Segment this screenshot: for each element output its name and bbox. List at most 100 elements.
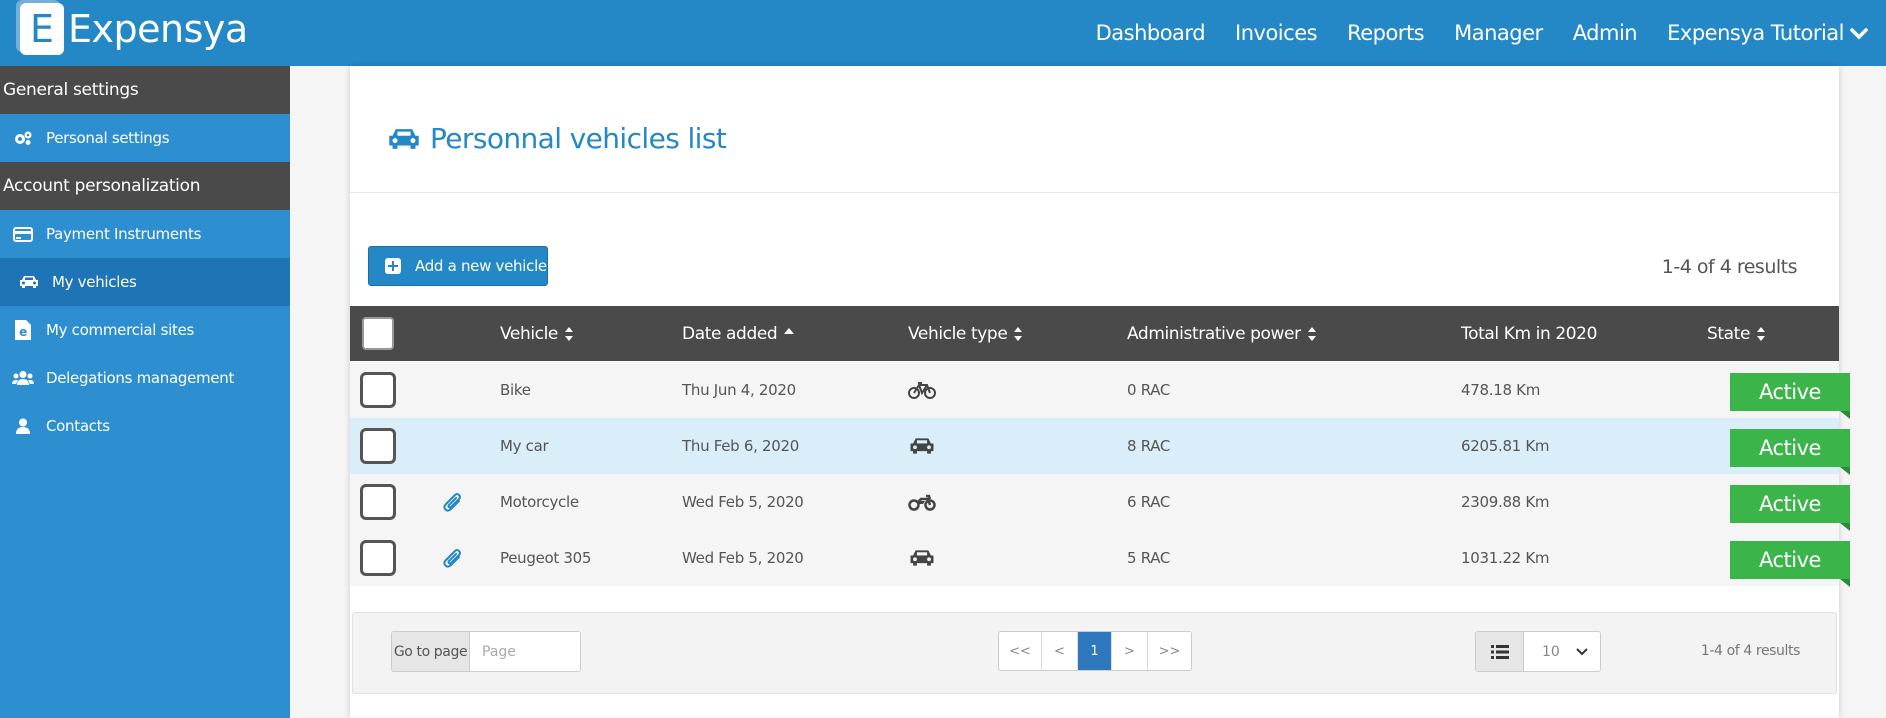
motorcycle-icon bbox=[908, 474, 936, 530]
pagination-bar: Go to page << < 1 > >> 10 1-4 of 4 resul… bbox=[352, 612, 1837, 694]
nav-reports[interactable]: Reports bbox=[1347, 21, 1425, 45]
list-icon bbox=[1476, 632, 1524, 671]
sort-icon bbox=[1013, 326, 1023, 342]
select-all-checkbox[interactable] bbox=[362, 317, 394, 350]
column-header-date-added[interactable]: Date added bbox=[682, 306, 795, 361]
pager: << < 1 > >> bbox=[998, 631, 1192, 671]
page-size-selector: 10 bbox=[1475, 631, 1601, 672]
table-row[interactable]: Bike Thu Jun 4, 2020 0 RAC 478.18 Km Act… bbox=[350, 362, 1850, 419]
sidebar-section-account: Account personalization bbox=[0, 162, 290, 210]
date-added: Thu Jun 4, 2020 bbox=[682, 381, 796, 399]
vehicle-name: My car bbox=[500, 437, 549, 455]
vehicle-name: Peugeot 305 bbox=[500, 549, 592, 567]
sort-icon bbox=[1307, 326, 1317, 342]
column-header-administrative-power[interactable]: Administrative power bbox=[1127, 306, 1317, 361]
status-badge: Active bbox=[1730, 373, 1850, 419]
prev-page-button[interactable]: < bbox=[1042, 632, 1078, 670]
row-checkbox[interactable] bbox=[360, 372, 396, 408]
row-checkbox[interactable] bbox=[360, 484, 396, 520]
add-vehicle-button[interactable]: Add a new vehicle bbox=[368, 246, 548, 286]
sidebar-item-label: Personal settings bbox=[46, 129, 170, 147]
sidebar-item-payment-instruments[interactable]: Payment Instruments bbox=[0, 210, 290, 258]
users-icon bbox=[12, 370, 34, 386]
sort-icon bbox=[564, 326, 574, 342]
total-km: 1031.22 Km bbox=[1461, 549, 1550, 567]
user-menu[interactable]: Expensya Tutorial bbox=[1667, 21, 1868, 45]
chevron-down-icon bbox=[1850, 21, 1868, 45]
chevron-down-icon bbox=[1576, 644, 1588, 660]
status-badge: Active bbox=[1730, 541, 1850, 587]
paperclip-icon[interactable] bbox=[442, 474, 464, 530]
vehicle-name: Motorcycle bbox=[500, 493, 579, 511]
svg-text:e: e bbox=[19, 325, 27, 339]
credit-card-icon bbox=[12, 226, 34, 242]
administrative-power: 0 RAC bbox=[1127, 381, 1171, 399]
plus-square-icon bbox=[385, 258, 401, 274]
column-header-total-km[interactable]: Total Km in 2020 bbox=[1461, 306, 1597, 361]
date-added: Wed Feb 5, 2020 bbox=[682, 493, 804, 511]
go-to-page: Go to page bbox=[391, 631, 581, 672]
column-label: State bbox=[1707, 323, 1750, 344]
brand-logo[interactable]: E Expensya bbox=[20, 3, 248, 55]
brand-name: Expensya bbox=[68, 7, 248, 51]
nav-dashboard[interactable]: Dashboard bbox=[1095, 21, 1206, 45]
results-summary: 1-4 of 4 results bbox=[1661, 256, 1798, 278]
top-navbar: E Expensya Dashboard Invoices Reports Ma… bbox=[0, 0, 1886, 66]
column-header-vehicle-type[interactable]: Vehicle type bbox=[908, 306, 1023, 361]
last-page-button[interactable]: >> bbox=[1158, 643, 1181, 659]
sidebar-item-label: My commercial sites bbox=[46, 321, 195, 339]
column-header-vehicle[interactable]: Vehicle bbox=[500, 306, 574, 361]
sidebar-item-label: Delegations management bbox=[46, 369, 235, 387]
total-km: 2309.88 Km bbox=[1461, 493, 1550, 511]
bicycle-icon bbox=[908, 362, 936, 418]
paperclip-icon[interactable] bbox=[442, 530, 464, 586]
divider bbox=[350, 192, 1839, 193]
total-km: 478.18 Km bbox=[1461, 381, 1541, 399]
nav-manager[interactable]: Manager bbox=[1454, 21, 1543, 45]
user-menu-label: Expensya Tutorial bbox=[1667, 21, 1844, 45]
column-label: Vehicle type bbox=[908, 323, 1008, 344]
user-icon bbox=[12, 418, 34, 434]
car-icon bbox=[908, 418, 936, 474]
car-icon bbox=[908, 530, 936, 586]
row-checkbox[interactable] bbox=[360, 540, 396, 576]
sort-ascending-icon bbox=[783, 326, 795, 342]
sort-icon bbox=[1756, 326, 1766, 342]
table-row[interactable]: Motorcycle Wed Feb 5, 2020 6 RAC 2309.88… bbox=[350, 474, 1850, 531]
nav-admin[interactable]: Admin bbox=[1572, 21, 1638, 45]
sidebar-item-delegations[interactable]: Delegations management bbox=[0, 354, 290, 402]
page-1-button[interactable]: 1 bbox=[1078, 632, 1112, 670]
date-added: Thu Feb 6, 2020 bbox=[682, 437, 800, 455]
status-badge: Active bbox=[1730, 485, 1850, 531]
sidebar-item-contacts[interactable]: Contacts bbox=[0, 402, 290, 450]
commercial-site-icon: e bbox=[12, 319, 34, 341]
date-added: Wed Feb 5, 2020 bbox=[682, 549, 804, 567]
vehicle-name: Bike bbox=[500, 381, 531, 399]
page-size-dropdown[interactable]: 10 bbox=[1524, 632, 1600, 671]
main-nav: Dashboard Invoices Reports Manager Admin… bbox=[1066, 0, 1868, 66]
row-checkbox[interactable] bbox=[360, 428, 396, 464]
sidebar-item-my-vehicles[interactable]: My vehicles bbox=[0, 258, 290, 306]
administrative-power: 5 RAC bbox=[1127, 549, 1171, 567]
car-icon bbox=[386, 125, 422, 153]
column-label: Date added bbox=[682, 323, 778, 344]
column-label: Total Km in 2020 bbox=[1461, 323, 1597, 344]
first-page-button[interactable]: << bbox=[999, 632, 1042, 670]
status-badge: Active bbox=[1730, 429, 1850, 475]
sidebar-item-label: Payment Instruments bbox=[46, 225, 202, 243]
sidebar-section-general: General settings bbox=[0, 66, 290, 114]
next-page-button[interactable]: > bbox=[1112, 632, 1148, 670]
table-row[interactable]: Peugeot 305 Wed Feb 5, 2020 5 RAC 1031.2… bbox=[350, 530, 1850, 587]
sidebar-item-personal-settings[interactable]: Personal settings bbox=[0, 114, 290, 162]
nav-invoices[interactable]: Invoices bbox=[1235, 21, 1318, 45]
sidebar-item-commercial-sites[interactable]: e My commercial sites bbox=[0, 306, 290, 354]
column-label: Administrative power bbox=[1127, 323, 1301, 344]
sidebar: General settings Personal settings Accou… bbox=[0, 66, 290, 718]
page-size-value: 10 bbox=[1542, 643, 1560, 660]
table-row[interactable]: My car Thu Feb 6, 2020 8 RAC 6205.81 Km … bbox=[350, 418, 1850, 475]
go-to-page-label: Go to page bbox=[392, 632, 470, 671]
add-vehicle-label: Add a new vehicle bbox=[415, 257, 547, 275]
page-input[interactable] bbox=[470, 632, 580, 671]
column-header-state[interactable]: State bbox=[1707, 306, 1766, 361]
page-title: Personnal vehicles list bbox=[386, 122, 727, 155]
